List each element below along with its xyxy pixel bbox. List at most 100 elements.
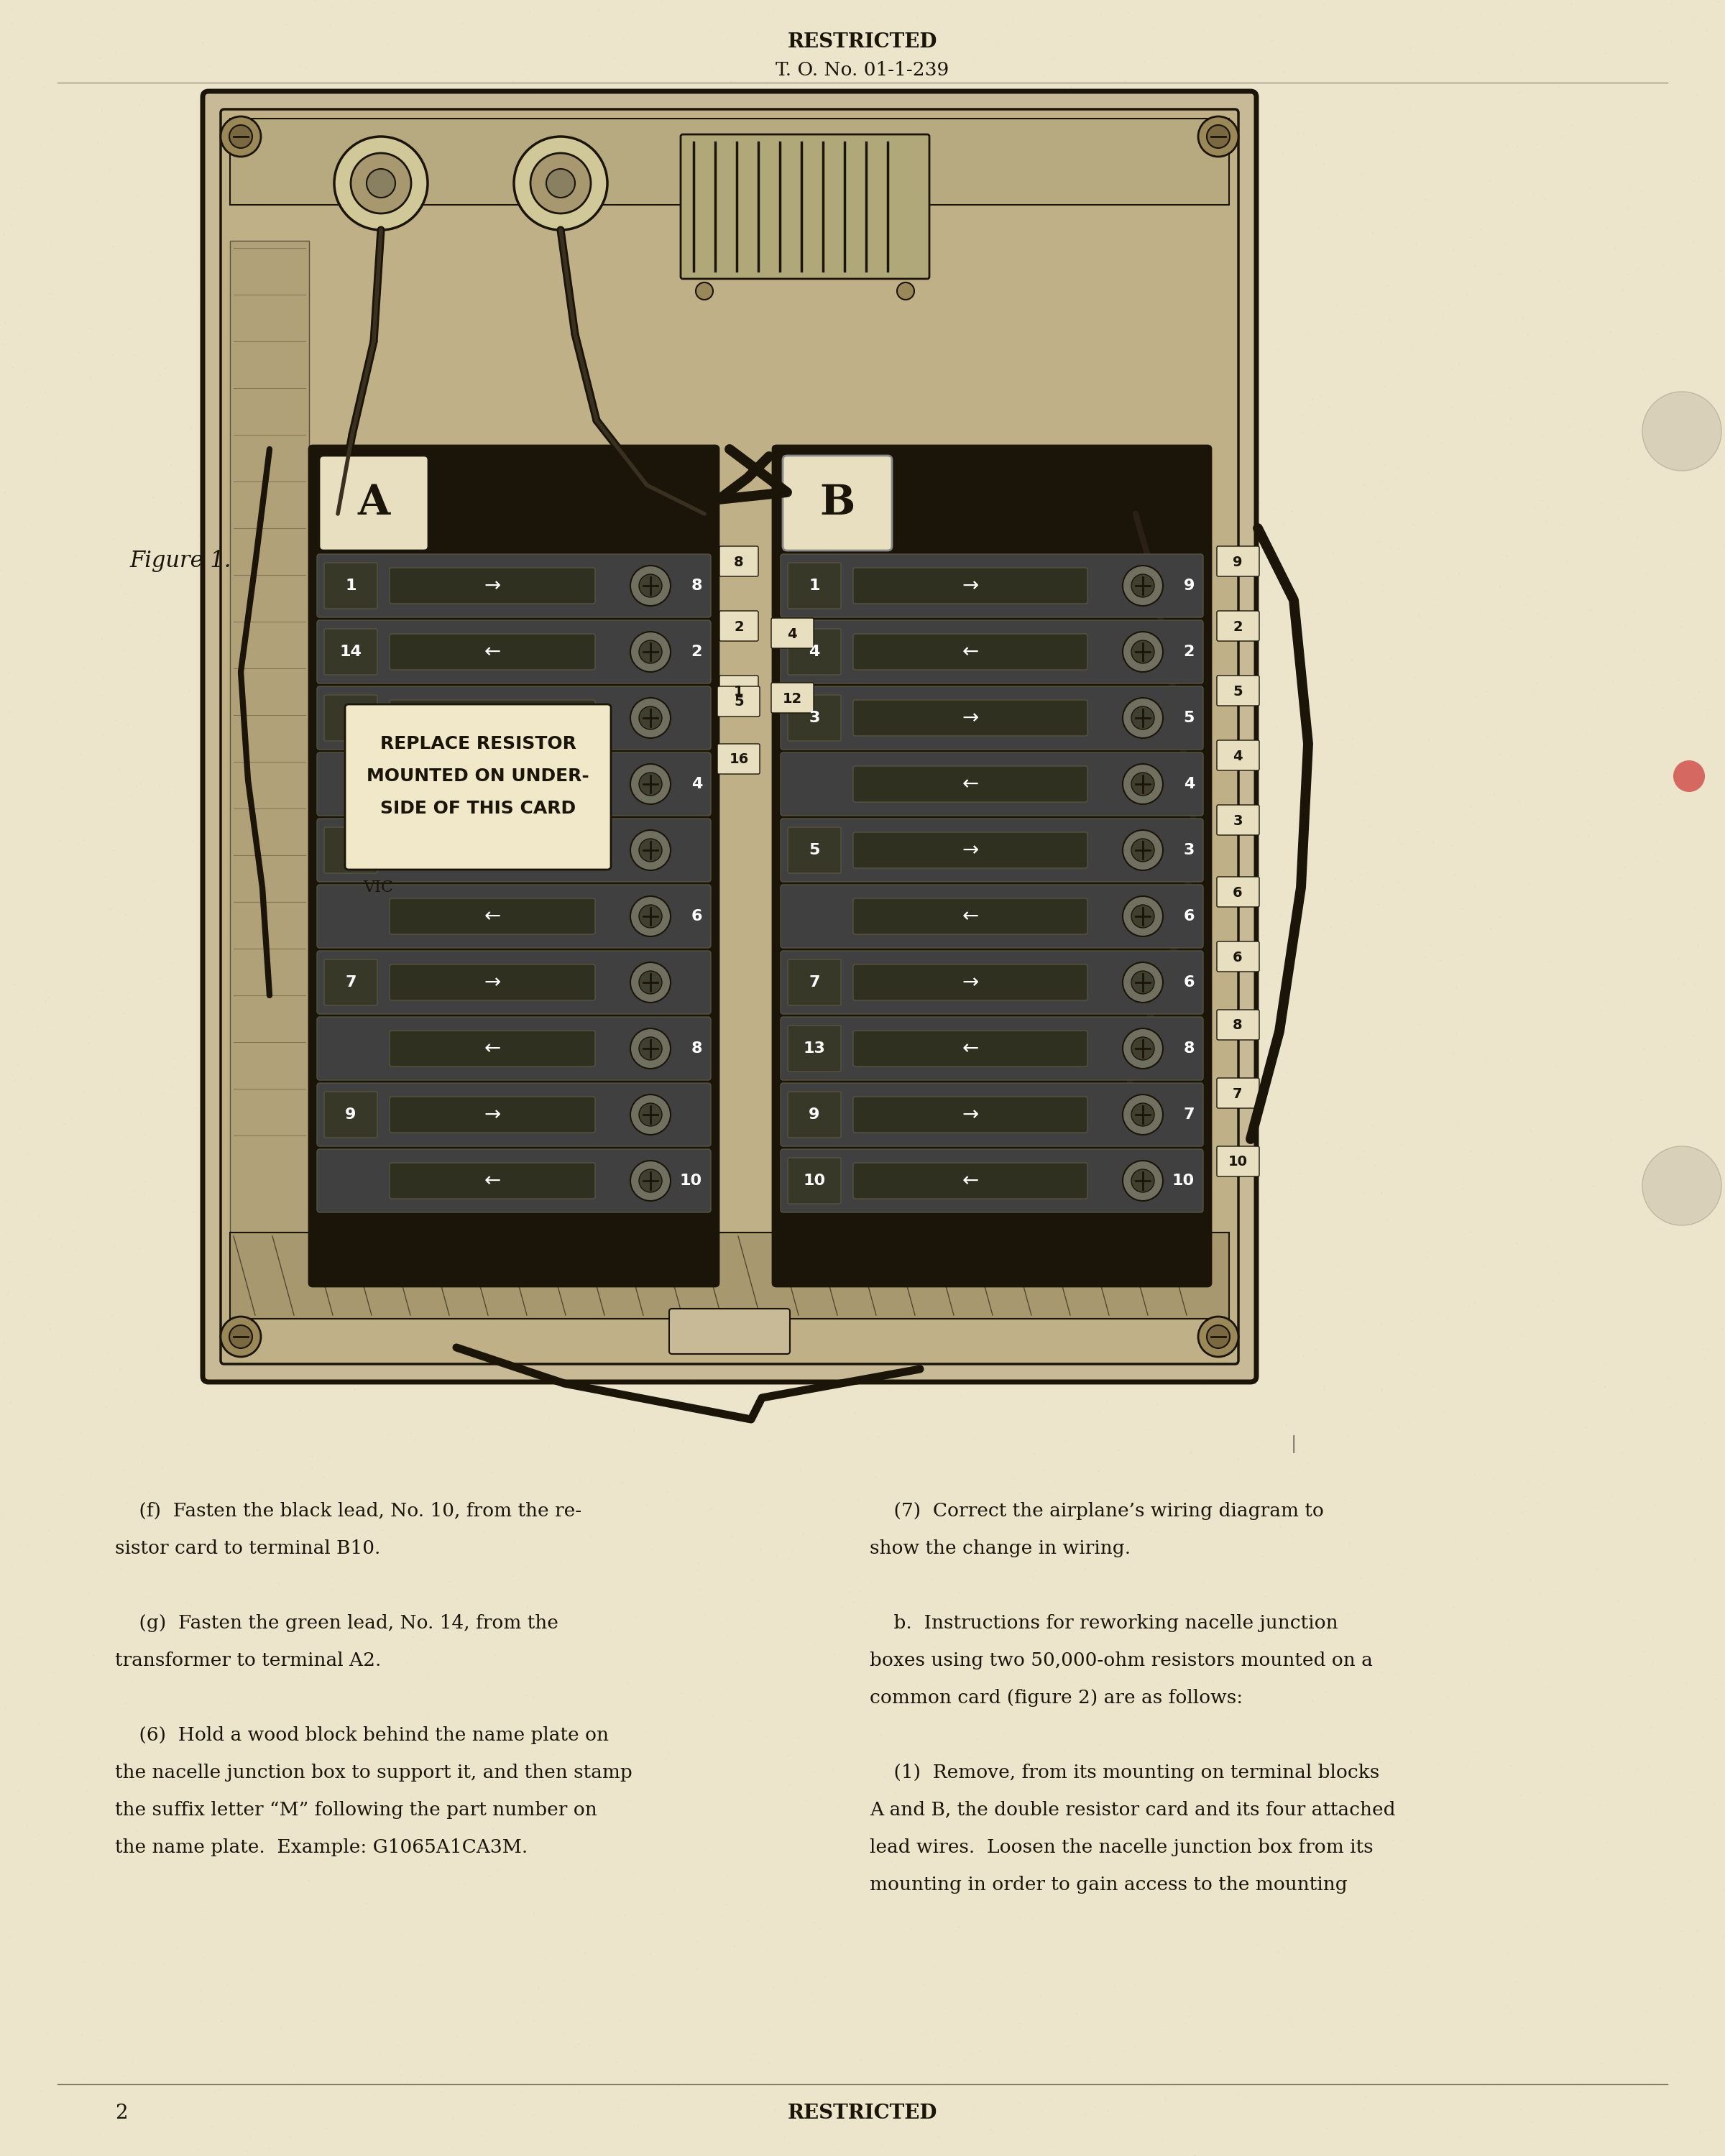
Text: (f)  Fasten the black lead, No. 10, from the re-: (f) Fasten the black lead, No. 10, from … [116, 1503, 581, 1520]
Text: 6: 6 [1233, 886, 1242, 899]
Text: 2: 2 [1183, 645, 1194, 660]
Text: 4: 4 [787, 627, 797, 640]
FancyBboxPatch shape [317, 1149, 711, 1212]
FancyBboxPatch shape [390, 1097, 595, 1132]
FancyBboxPatch shape [390, 899, 595, 934]
Circle shape [1123, 830, 1163, 871]
FancyBboxPatch shape [780, 752, 1204, 815]
Circle shape [1123, 632, 1163, 673]
FancyBboxPatch shape [780, 686, 1204, 750]
FancyBboxPatch shape [854, 634, 1087, 671]
Text: 10: 10 [680, 1173, 702, 1188]
Text: 5: 5 [1183, 711, 1194, 724]
Circle shape [1123, 1095, 1163, 1134]
Text: 9: 9 [1233, 556, 1242, 569]
Text: 8: 8 [1233, 1020, 1242, 1033]
Circle shape [897, 282, 914, 300]
Text: MOUNTED ON UNDER-: MOUNTED ON UNDER- [367, 768, 590, 785]
FancyBboxPatch shape [317, 1018, 711, 1080]
FancyBboxPatch shape [324, 630, 378, 675]
Circle shape [547, 168, 574, 198]
FancyBboxPatch shape [719, 545, 759, 576]
Circle shape [638, 707, 662, 729]
FancyBboxPatch shape [317, 554, 711, 617]
Text: 5: 5 [345, 843, 357, 858]
FancyBboxPatch shape [1216, 610, 1259, 640]
Circle shape [1642, 392, 1722, 470]
FancyBboxPatch shape [390, 567, 595, 604]
Circle shape [367, 168, 395, 198]
Circle shape [1132, 573, 1154, 597]
Text: →: → [963, 841, 978, 860]
FancyBboxPatch shape [854, 832, 1087, 869]
FancyBboxPatch shape [1216, 942, 1259, 972]
Text: ←: ← [963, 906, 978, 927]
Text: sistor card to terminal B10.: sistor card to terminal B10. [116, 1539, 381, 1557]
FancyBboxPatch shape [854, 964, 1087, 1000]
FancyBboxPatch shape [788, 1158, 842, 1203]
Text: lead wires.  Loosen the nacelle junction box from its: lead wires. Loosen the nacelle junction … [869, 1839, 1373, 1856]
FancyBboxPatch shape [788, 959, 842, 1005]
FancyBboxPatch shape [854, 1031, 1087, 1067]
Circle shape [1132, 1104, 1154, 1125]
FancyBboxPatch shape [718, 744, 759, 774]
Text: 2: 2 [116, 2104, 128, 2122]
Text: →: → [963, 576, 978, 595]
FancyBboxPatch shape [780, 1018, 1204, 1080]
Circle shape [630, 830, 671, 871]
Circle shape [1199, 116, 1239, 157]
Circle shape [630, 632, 671, 673]
FancyBboxPatch shape [317, 1082, 711, 1147]
Circle shape [638, 640, 662, 664]
Text: 7: 7 [809, 975, 819, 990]
Text: 4: 4 [692, 776, 702, 791]
Text: 3: 3 [345, 711, 357, 724]
FancyBboxPatch shape [1216, 877, 1259, 908]
Text: the suffix letter “M” following the part number on: the suffix letter “M” following the part… [116, 1800, 597, 1820]
Circle shape [531, 153, 590, 213]
Text: 6: 6 [692, 910, 702, 923]
Circle shape [1132, 1037, 1154, 1061]
FancyBboxPatch shape [783, 455, 892, 550]
FancyBboxPatch shape [221, 110, 1239, 1365]
FancyBboxPatch shape [788, 1026, 842, 1072]
FancyBboxPatch shape [854, 899, 1087, 934]
FancyBboxPatch shape [1216, 1078, 1259, 1108]
Text: 12: 12 [781, 692, 802, 705]
Circle shape [630, 897, 671, 936]
Circle shape [1673, 761, 1704, 791]
Circle shape [630, 763, 671, 804]
Text: 7: 7 [1183, 1108, 1194, 1121]
FancyBboxPatch shape [324, 1091, 378, 1138]
Text: 6: 6 [1183, 975, 1194, 990]
Text: VIC: VIC [362, 880, 393, 895]
FancyBboxPatch shape [788, 563, 842, 608]
Text: common card (figure 2) are as follows:: common card (figure 2) are as follows: [869, 1688, 1242, 1708]
FancyBboxPatch shape [773, 446, 1211, 1287]
Text: the nacelle junction box to support it, and then stamp: the nacelle junction box to support it, … [116, 1764, 633, 1781]
Text: 3: 3 [809, 711, 819, 724]
Circle shape [630, 565, 671, 606]
Circle shape [1132, 906, 1154, 927]
Text: ←: ← [485, 1039, 500, 1059]
FancyBboxPatch shape [319, 455, 428, 550]
FancyBboxPatch shape [780, 554, 1204, 617]
Circle shape [229, 1326, 252, 1348]
Text: 4: 4 [1183, 776, 1194, 791]
Text: 5: 5 [1233, 686, 1242, 699]
Text: ←: ← [485, 1171, 500, 1190]
FancyBboxPatch shape [317, 884, 711, 949]
FancyBboxPatch shape [718, 686, 759, 716]
Circle shape [630, 699, 671, 737]
Text: ←: ← [963, 1171, 978, 1190]
FancyBboxPatch shape [317, 686, 711, 750]
Circle shape [1123, 699, 1163, 737]
Text: 13: 13 [804, 1041, 826, 1056]
Bar [229, 241, 309, 1289]
FancyBboxPatch shape [390, 701, 595, 735]
Circle shape [638, 772, 662, 796]
Circle shape [638, 573, 662, 597]
FancyBboxPatch shape [780, 819, 1204, 882]
Text: RESTRICTED: RESTRICTED [788, 32, 937, 52]
FancyBboxPatch shape [1216, 804, 1259, 834]
